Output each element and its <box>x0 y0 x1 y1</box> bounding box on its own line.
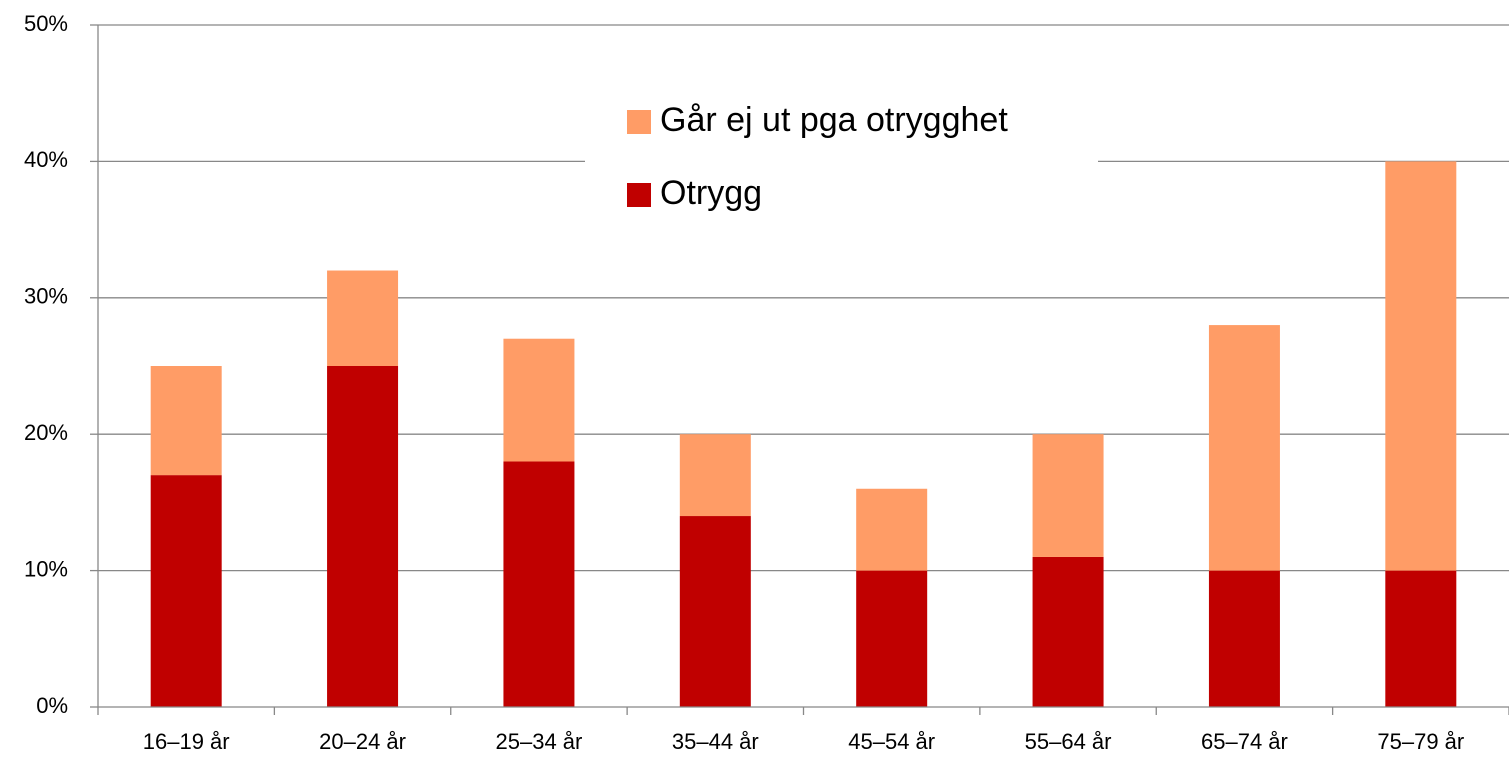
legend-swatch <box>627 183 651 207</box>
bar-segment <box>1385 161 1457 571</box>
bar-segment <box>1032 556 1104 707</box>
y-tick-label: 0% <box>36 693 68 718</box>
x-tick-label: 55–64 år <box>1025 729 1112 754</box>
bar-segment <box>503 338 575 462</box>
x-tick-label: 20–24 år <box>319 729 406 754</box>
y-tick-label: 10% <box>24 556 68 581</box>
x-tick-label: 25–34 år <box>496 729 583 754</box>
bar-segment <box>1208 570 1280 707</box>
bar-segment <box>150 475 222 707</box>
bar-segment <box>679 434 751 517</box>
x-tick-label: 65–74 år <box>1201 729 1288 754</box>
legend-swatch <box>627 110 651 134</box>
legend-label: Går ej ut pga otrygghet <box>660 101 1008 139</box>
bar-segment <box>679 516 751 707</box>
legend-label: Otrygg <box>660 174 762 212</box>
y-tick-label: 40% <box>24 147 68 172</box>
bar-segment <box>503 461 575 707</box>
bar-segment <box>327 366 399 707</box>
bar-segment <box>856 488 928 571</box>
y-tick-label: 20% <box>24 420 68 445</box>
y-tick-label: 50% <box>24 11 68 36</box>
y-tick-label: 30% <box>24 284 68 309</box>
x-tick-label: 45–54 år <box>848 729 935 754</box>
x-tick-label: 75–79 år <box>1377 729 1464 754</box>
x-tick-label: 16–19 år <box>143 729 230 754</box>
bar-segment <box>856 570 928 707</box>
x-tick-label: 35–44 år <box>672 729 759 754</box>
bar-segment <box>1032 434 1104 557</box>
bar-segment <box>1208 325 1280 571</box>
bar-segment <box>150 366 222 476</box>
legend-box <box>585 100 1098 225</box>
bar-segment <box>1385 570 1457 707</box>
bar-segment <box>327 270 399 366</box>
